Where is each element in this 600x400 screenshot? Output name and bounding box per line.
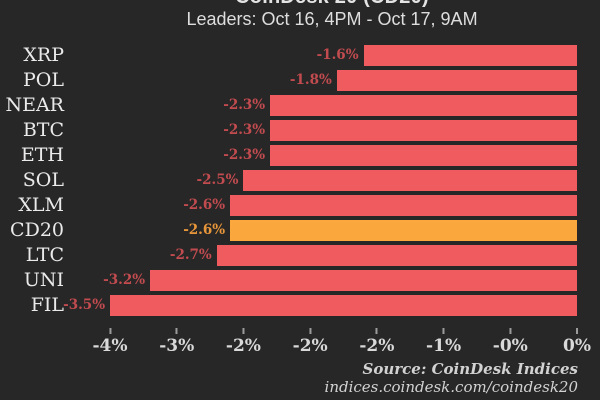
value-label: -3.2% [103, 272, 146, 288]
tick-mark [509, 328, 512, 334]
bar-area: -2.3% [70, 93, 577, 118]
category-label: XLM [18, 194, 64, 216]
category-label: POL [23, 69, 64, 91]
value-label: -2.6% [183, 197, 226, 213]
bar-area: -2.3% [70, 143, 577, 168]
bar-area: -3.5% [63, 293, 577, 318]
bar-area: -1.8% [70, 68, 577, 93]
category-label: NEAR [5, 94, 64, 116]
category-label: ETH [20, 144, 64, 166]
value-label: -1.8% [289, 72, 332, 88]
bar-row: NEAR -2.3% [0, 93, 600, 118]
x-tick: -2% [226, 318, 261, 356]
tick-label: -2% [359, 336, 395, 356]
bar [216, 245, 577, 266]
bar-row: ETH -2.3% [0, 143, 600, 168]
category-label: SOL [22, 169, 64, 191]
chart-header: CoinDesk 20 (CD20) Leaders: Oct 16, 4PM … [72, 0, 592, 31]
bar-row: LTC -2.7% [0, 243, 600, 268]
tick-label: -4% [92, 336, 128, 356]
bar [270, 95, 577, 116]
tick-mark [442, 328, 445, 334]
x-tick: 0% [563, 318, 591, 356]
bar-rows: XRP -1.6% POL -1.8% NEAR -2.3% BTC -2.3% ETH -2.3… [0, 43, 600, 318]
value-label: -1.6% [316, 47, 359, 63]
bar-row: XRP -1.6% [0, 43, 600, 68]
bar-area: -2.6% [70, 193, 577, 218]
category-label: BTC [22, 119, 64, 141]
bar-row: XLM -2.6% [0, 193, 600, 218]
bar [336, 70, 577, 91]
value-label: -3.5% [63, 297, 106, 313]
x-axis: -4% -3% -2% -2% -2% -1% -0% 0% [70, 318, 591, 360]
value-label: -2.6% [183, 222, 226, 238]
tick-label: -2% [292, 336, 328, 356]
category-label: LTC [25, 244, 64, 266]
x-tick: -3% [159, 318, 194, 356]
tick-mark [242, 328, 245, 334]
bar-row: FIL -3.5% [0, 293, 600, 318]
tick-label: 0% [563, 336, 591, 356]
x-tick: -1% [426, 318, 461, 356]
value-label: -2.3% [223, 147, 266, 163]
tick-mark [309, 328, 312, 334]
source-line-1: Source: CoinDesk Indices [362, 360, 578, 378]
x-tick: -4% [92, 318, 128, 356]
bar-area: -2.6% [70, 218, 577, 243]
bar [150, 270, 577, 291]
category-label: CD20 [10, 219, 64, 241]
category-label: XRP [23, 44, 64, 66]
tick-mark [575, 328, 578, 334]
bar [270, 145, 577, 166]
bar-row: UNI -3.2% [0, 268, 600, 293]
bar [363, 45, 577, 66]
category-label: UNI [23, 269, 64, 291]
tick-label: -3% [159, 336, 195, 356]
bar-chart: XRP -1.6% POL -1.8% NEAR -2.3% BTC -2.3% ETH -2.3… [0, 43, 600, 360]
value-label: -2.3% [223, 97, 266, 113]
tick-mark [375, 328, 378, 334]
tick-label: -0% [492, 336, 528, 356]
source-line-2: indices.coindesk.com/coindesk20 [324, 377, 578, 396]
x-tick: -2% [359, 318, 394, 356]
bar-row: CD20 -2.6% [0, 218, 600, 243]
chart-subtitle: Leaders: Oct 16, 4PM - Oct 17, 9AM [186, 9, 478, 29]
highlight-bar [230, 220, 577, 241]
value-label: -2.3% [223, 122, 266, 138]
bar [243, 170, 577, 191]
bar-area: -3.2% [70, 268, 577, 293]
bar [270, 120, 577, 141]
bar-row: SOL -2.5% [0, 168, 600, 193]
bar-area: -2.3% [70, 118, 577, 143]
tick-label: -2% [225, 336, 261, 356]
value-label: -2.5% [196, 172, 239, 188]
bar-area: -2.5% [70, 168, 577, 193]
tick-mark [109, 328, 112, 334]
bar-area: -1.6% [70, 43, 577, 68]
bar-area: -2.7% [70, 243, 577, 268]
chart-title: CoinDesk 20 (CD20) [72, 0, 592, 7]
value-label: -2.7% [169, 247, 212, 263]
bar-row: BTC -2.3% [0, 118, 600, 143]
x-tick: -2% [293, 318, 328, 356]
tick-label: -1% [426, 336, 462, 356]
source-attribution: Source: CoinDesk Indices indices.coindes… [324, 360, 578, 396]
category-label: FIL [30, 294, 64, 316]
x-tick: -0% [493, 318, 528, 356]
bar [110, 295, 577, 316]
bar [230, 195, 577, 216]
tick-mark [175, 328, 178, 334]
bar-row: POL -1.8% [0, 68, 600, 93]
